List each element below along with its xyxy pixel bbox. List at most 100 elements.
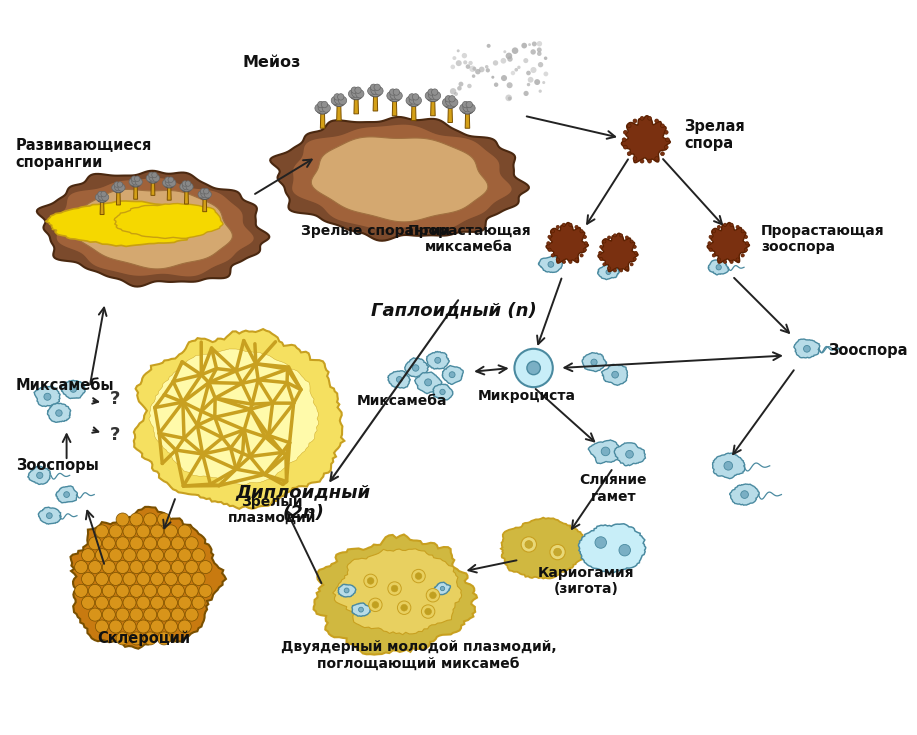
Circle shape [422, 605, 435, 618]
Circle shape [449, 372, 455, 378]
Circle shape [98, 193, 106, 201]
Circle shape [619, 545, 631, 556]
Text: Зооспоры: Зооспоры [16, 458, 98, 473]
Circle shape [109, 596, 122, 609]
Circle shape [88, 608, 102, 621]
Circle shape [109, 620, 122, 633]
Circle shape [82, 596, 94, 609]
Circle shape [144, 561, 157, 573]
Ellipse shape [200, 193, 210, 199]
Circle shape [374, 84, 381, 90]
Circle shape [103, 608, 116, 621]
Circle shape [334, 93, 340, 100]
Circle shape [503, 50, 506, 53]
Polygon shape [392, 99, 397, 116]
Circle shape [664, 130, 668, 135]
Circle shape [412, 570, 425, 583]
Circle shape [599, 251, 602, 254]
Circle shape [331, 96, 339, 104]
Polygon shape [352, 603, 370, 616]
Circle shape [575, 226, 579, 229]
Circle shape [461, 53, 467, 58]
Polygon shape [589, 440, 621, 464]
Circle shape [335, 95, 344, 104]
Circle shape [171, 561, 184, 573]
Ellipse shape [182, 184, 192, 192]
Circle shape [462, 101, 469, 108]
Circle shape [613, 234, 616, 237]
Circle shape [625, 451, 634, 458]
Circle shape [647, 159, 651, 163]
Circle shape [635, 251, 637, 254]
Ellipse shape [164, 181, 174, 188]
Polygon shape [46, 201, 203, 246]
Circle shape [82, 573, 94, 586]
Circle shape [472, 74, 475, 78]
Circle shape [192, 548, 205, 562]
Circle shape [745, 235, 747, 239]
Circle shape [625, 267, 628, 270]
Circle shape [150, 620, 163, 633]
Circle shape [130, 584, 143, 598]
Ellipse shape [350, 92, 362, 100]
Circle shape [745, 248, 747, 251]
Circle shape [372, 601, 379, 608]
Circle shape [351, 87, 358, 93]
Polygon shape [708, 259, 728, 275]
Circle shape [370, 84, 377, 90]
Circle shape [130, 608, 143, 621]
Circle shape [554, 548, 561, 556]
Circle shape [600, 245, 602, 248]
Polygon shape [333, 549, 461, 634]
Ellipse shape [408, 98, 420, 107]
Circle shape [109, 573, 122, 586]
Circle shape [528, 43, 531, 46]
Polygon shape [167, 186, 171, 200]
Circle shape [709, 235, 713, 239]
Circle shape [74, 561, 88, 573]
Circle shape [182, 182, 191, 190]
Circle shape [428, 90, 437, 99]
Circle shape [501, 75, 507, 81]
Circle shape [135, 179, 142, 185]
Polygon shape [622, 115, 670, 162]
Circle shape [486, 68, 490, 73]
Text: Зрелые спорангии: Зрелые спорангии [301, 224, 450, 238]
Circle shape [158, 632, 171, 645]
Circle shape [150, 573, 163, 586]
Circle shape [547, 242, 550, 245]
Circle shape [511, 71, 515, 75]
Circle shape [633, 119, 636, 123]
Text: Диплоидный
(2n): Диплоидный (2n) [236, 483, 371, 522]
Polygon shape [794, 339, 820, 358]
Circle shape [551, 229, 555, 233]
Circle shape [390, 90, 399, 99]
Circle shape [575, 258, 579, 261]
Polygon shape [538, 257, 563, 273]
Circle shape [390, 89, 396, 96]
Circle shape [123, 548, 136, 562]
Polygon shape [184, 190, 188, 204]
Circle shape [401, 604, 407, 611]
Circle shape [118, 184, 125, 191]
Polygon shape [388, 370, 411, 388]
Circle shape [388, 582, 402, 595]
Ellipse shape [148, 176, 158, 183]
Polygon shape [707, 223, 749, 263]
Circle shape [526, 83, 530, 86]
Circle shape [556, 226, 559, 229]
Circle shape [429, 592, 436, 598]
Circle shape [359, 607, 363, 612]
Text: Прорастающая
зооспора: Прорастающая зооспора [761, 224, 885, 254]
Circle shape [538, 62, 543, 68]
Polygon shape [48, 404, 71, 422]
Circle shape [446, 97, 455, 106]
Circle shape [508, 96, 512, 100]
Circle shape [88, 584, 102, 598]
Polygon shape [598, 233, 638, 272]
Circle shape [199, 584, 212, 598]
Circle shape [544, 71, 548, 76]
Polygon shape [338, 584, 356, 597]
Circle shape [624, 146, 627, 149]
Text: Кариогамия
(зигота): Кариогамия (зигота) [538, 565, 635, 596]
